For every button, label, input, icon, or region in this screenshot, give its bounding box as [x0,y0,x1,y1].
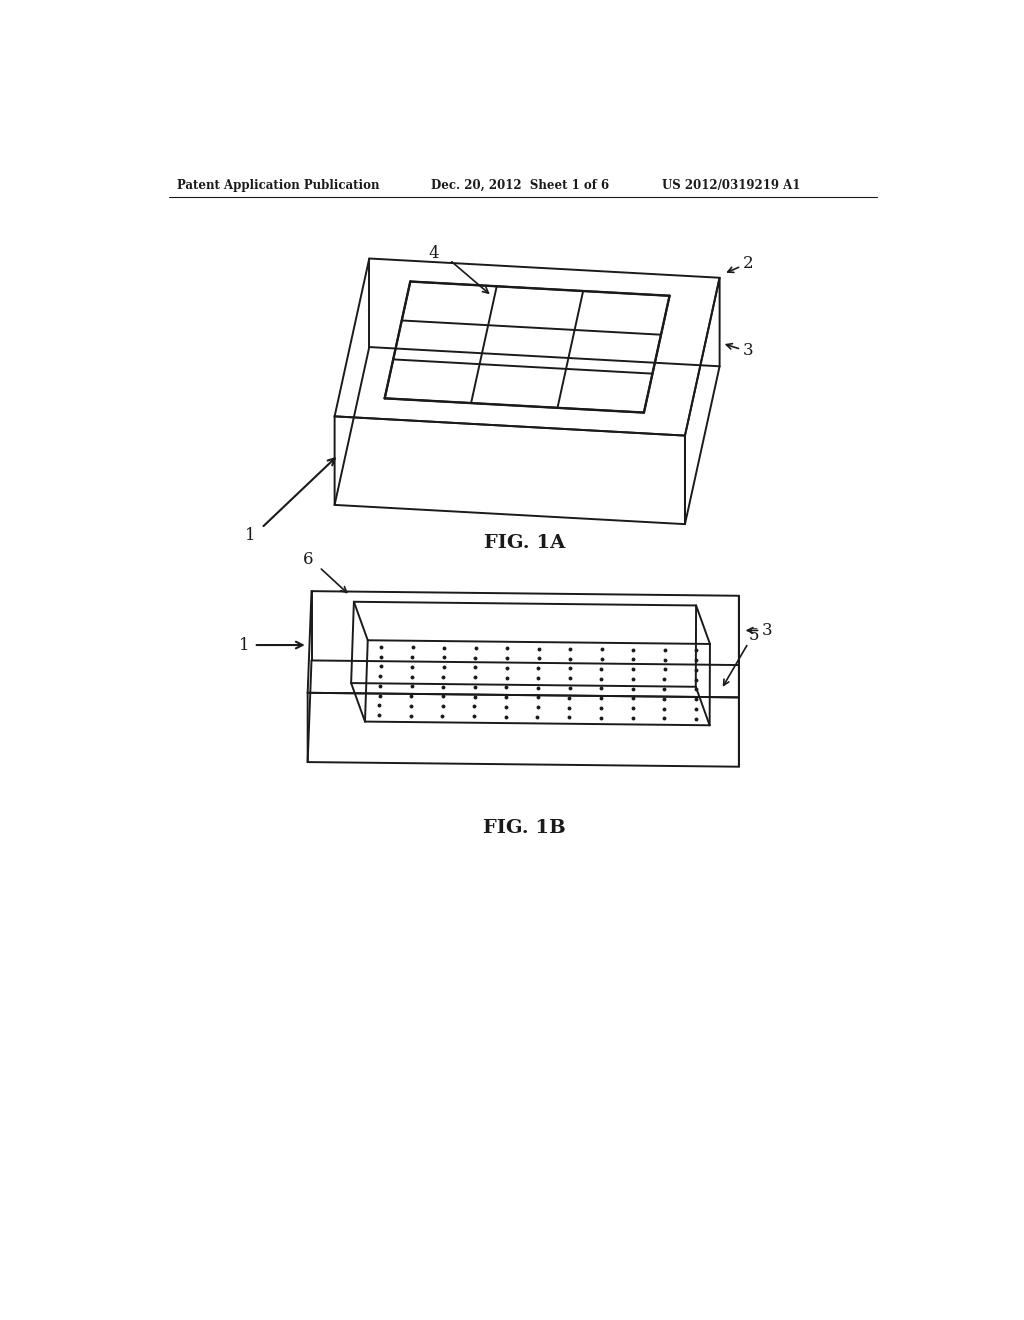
Text: 5: 5 [749,627,759,644]
Text: Dec. 20, 2012  Sheet 1 of 6: Dec. 20, 2012 Sheet 1 of 6 [431,178,609,191]
Text: 6: 6 [302,550,313,568]
Text: 1: 1 [245,527,255,544]
Text: 3: 3 [762,622,772,639]
Text: 4: 4 [429,246,439,263]
Text: FIG. 1B: FIG. 1B [483,820,566,837]
Text: 3: 3 [742,342,754,359]
Text: 1: 1 [240,636,250,653]
Text: FIG. 1A: FIG. 1A [484,535,565,552]
Text: Patent Application Publication: Patent Application Publication [177,178,379,191]
Text: 2: 2 [742,255,754,272]
Text: US 2012/0319219 A1: US 2012/0319219 A1 [662,178,800,191]
